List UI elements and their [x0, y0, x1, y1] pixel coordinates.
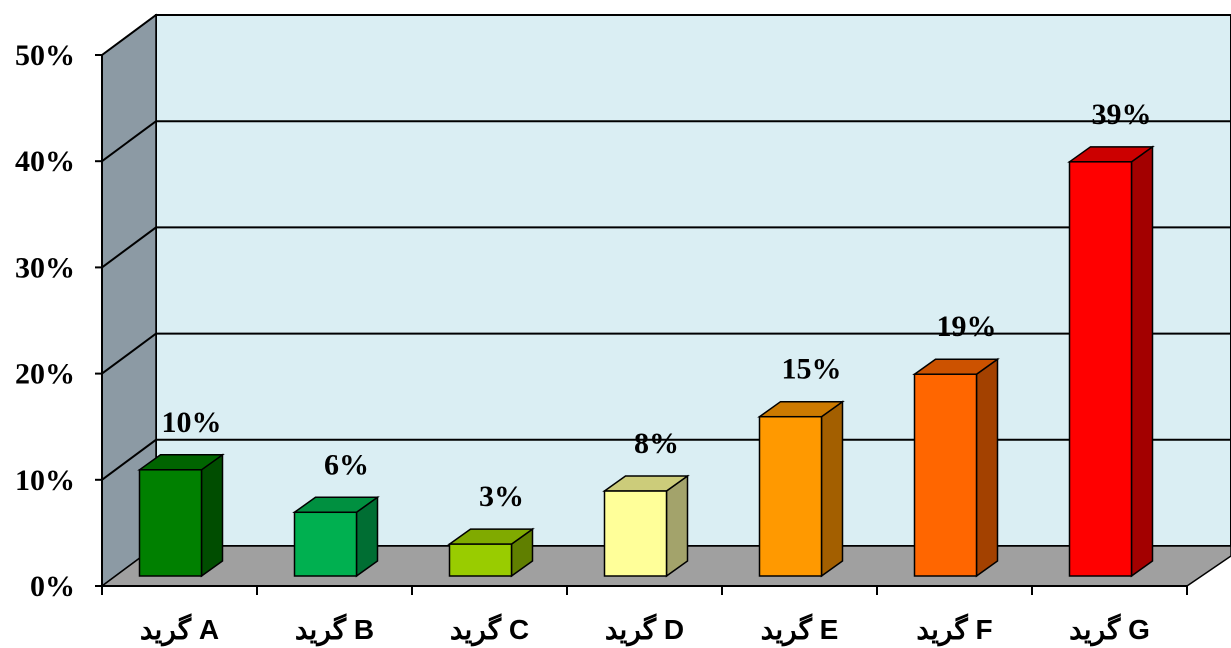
data-label: 15% — [782, 353, 842, 386]
data-label: 8% — [634, 427, 679, 460]
bar — [447, 527, 535, 578]
x-tick-label: گريد G — [1069, 613, 1150, 647]
bar-front — [758, 415, 823, 577]
bar — [137, 453, 225, 578]
x-tick-label: گريد F — [916, 613, 992, 647]
gridline — [101, 226, 1231, 269]
data-label: 39% — [1092, 98, 1152, 131]
gridlines — [101, 14, 1231, 481]
bar-front — [293, 511, 358, 577]
x-tick-label: گريد E — [761, 613, 839, 647]
bar-side — [665, 474, 689, 578]
bar-side — [1130, 145, 1154, 578]
y-tick-label: 20% — [15, 358, 75, 391]
x-tick-label: گريد C — [450, 613, 529, 647]
bar-side — [975, 357, 999, 578]
x-tick-label: گريد D — [605, 613, 684, 647]
data-label: 19% — [937, 310, 997, 343]
data-label: 3% — [479, 480, 524, 513]
bar-front — [138, 469, 203, 577]
x-axis-ticks: گريد A گريد B گريد C گريد D گريد E گريد F گريد… — [140, 613, 1150, 647]
y-tick-label: 0% — [30, 570, 75, 603]
axes — [95, 54, 1188, 595]
bar — [1067, 145, 1155, 578]
x-tick-label: گريد A — [140, 613, 219, 647]
data-label: 6% — [324, 448, 369, 481]
y-tick-label: 50% — [15, 39, 75, 72]
gridline — [101, 332, 1231, 375]
bar-front — [603, 490, 668, 577]
bar-front — [448, 543, 513, 577]
data-labels: 10% 6% 3% 8% 15% 19% 39% — [162, 98, 1152, 513]
y-tick-label: 30% — [15, 251, 75, 284]
gridline — [101, 438, 1231, 481]
gridline — [101, 14, 1231, 56]
bar — [757, 400, 845, 578]
bar — [602, 474, 690, 578]
bar-side — [820, 400, 844, 578]
bar — [292, 495, 380, 578]
bars — [137, 145, 1155, 578]
bar — [912, 357, 1000, 578]
y-tick-label: 10% — [15, 464, 75, 497]
x-tick-label: گريد B — [295, 613, 374, 647]
y-tick-label: 40% — [15, 145, 75, 178]
data-label: 10% — [162, 406, 222, 439]
bar-side — [200, 453, 224, 578]
gridline — [101, 120, 1231, 163]
y-axis-ticks: 0% 10% 20% 30% 40% 50% — [15, 39, 75, 603]
bar-front — [1068, 161, 1133, 577]
bar-front — [913, 373, 978, 577]
